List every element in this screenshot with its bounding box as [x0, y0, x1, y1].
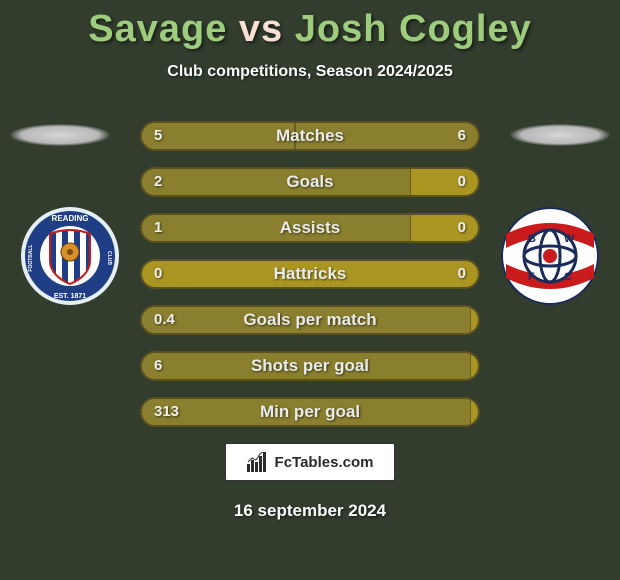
stat-label: Goals	[142, 169, 478, 195]
reading-crest-icon: READING FOOTBALL CLUB EST. 1871	[20, 206, 120, 306]
svg-text:FOOTBALL: FOOTBALL	[28, 244, 34, 271]
stat-bars: Matches56Goals20Assists10Hattricks00Goal…	[140, 121, 480, 427]
site-logo-text: FcTables.com	[275, 454, 374, 471]
stat-label: Hattricks	[142, 261, 478, 287]
stat-label: Goals per match	[142, 307, 478, 333]
player2-head-shadow	[510, 124, 610, 146]
player1-head-shadow	[10, 124, 110, 146]
stat-row: Goals per match0.4	[140, 305, 480, 335]
stat-label: Assists	[142, 215, 478, 241]
stat-label: Shots per goal	[142, 353, 478, 379]
player1-name: Savage	[88, 8, 227, 50]
stat-value-right: 0	[458, 215, 466, 241]
svg-text:CLUB: CLUB	[106, 251, 112, 265]
svg-text:W: W	[564, 233, 575, 245]
stat-row: Goals2 0	[140, 167, 480, 197]
stat-value-right: 0	[458, 169, 466, 195]
player2-name: Josh Cogley	[295, 8, 532, 50]
svg-text:READING: READING	[52, 214, 89, 223]
stat-value-left: 1	[154, 215, 162, 241]
svg-text:B: B	[528, 233, 536, 245]
comparison-title: Savage vs Josh Cogley	[0, 0, 620, 51]
stat-value-left: 0.4	[154, 307, 175, 333]
stat-label: Matches	[142, 123, 478, 149]
stat-value-right: 6	[458, 123, 466, 149]
svg-text:EST. 1871: EST. 1871	[54, 293, 86, 300]
stat-row: Min per goal313	[140, 397, 480, 427]
stat-value-left: 5	[154, 123, 162, 149]
stat-value-left: 0	[154, 261, 162, 287]
stat-row: Shots per goal6	[140, 351, 480, 381]
vs-text: vs	[239, 8, 283, 50]
stat-row: Assists1 0	[140, 213, 480, 243]
site-logo: FcTables.com	[225, 443, 395, 481]
stat-value-right: 0	[458, 261, 466, 287]
player2-club-crest: B W F C	[500, 206, 600, 306]
stat-value-left: 313	[154, 399, 179, 425]
subtitle: Club competitions, Season 2024/2025	[0, 63, 620, 81]
stat-value-left: 6	[154, 353, 162, 379]
stat-row: Hattricks0 0	[140, 259, 480, 289]
svg-text:F: F	[528, 271, 535, 283]
stat-label: Min per goal	[142, 399, 478, 425]
fctables-icon	[247, 452, 269, 472]
stat-value-left: 2	[154, 169, 162, 195]
content: READING FOOTBALL CLUB EST. 1871	[0, 121, 620, 521]
stat-row: Matches5 6	[140, 121, 480, 151]
bolton-crest-icon: B W F C	[500, 206, 600, 306]
svg-text:C: C	[564, 271, 572, 283]
player1-club-crest: READING FOOTBALL CLUB EST. 1871	[20, 206, 120, 306]
footer-date: 16 september 2024	[0, 501, 620, 521]
